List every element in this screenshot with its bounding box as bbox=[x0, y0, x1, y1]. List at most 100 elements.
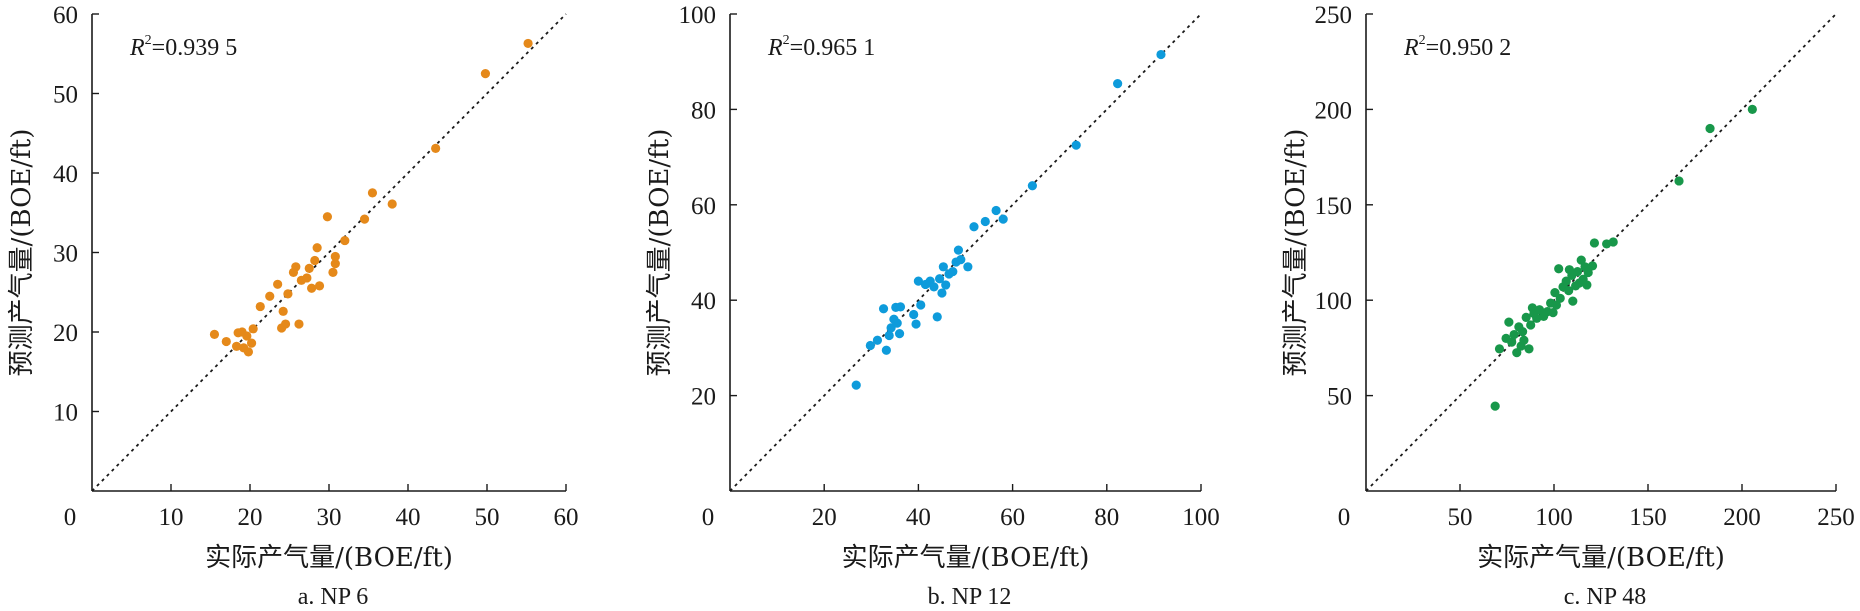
data-point bbox=[307, 283, 317, 293]
data-point bbox=[1572, 266, 1583, 277]
data-point bbox=[328, 267, 338, 277]
x-tick-label: 40 bbox=[906, 504, 931, 531]
data-point bbox=[1564, 286, 1574, 296]
data-point bbox=[948, 266, 958, 277]
y-tick-label: 80 bbox=[691, 97, 716, 124]
data-point bbox=[221, 336, 231, 347]
x-axis-title: 实际产气量/(BOE/ft) bbox=[1477, 543, 1725, 573]
data-point bbox=[1576, 255, 1586, 265]
y-tick-label: 200 bbox=[1315, 97, 1353, 124]
origin-label: 0 bbox=[64, 504, 77, 531]
reference-line-y-equals-x bbox=[91, 13, 567, 492]
data-point bbox=[1532, 313, 1542, 323]
data-point bbox=[1507, 337, 1517, 347]
data-point bbox=[294, 319, 304, 329]
data-point bbox=[1519, 335, 1529, 345]
origin-label: 0 bbox=[1338, 504, 1351, 531]
data-point bbox=[367, 188, 378, 198]
y-tick-label: 100 bbox=[679, 2, 717, 29]
data-point bbox=[246, 338, 257, 348]
data-point bbox=[980, 216, 990, 227]
r-squared-superscript: 2 bbox=[145, 33, 152, 48]
r-squared-label: R2=0.950 2 bbox=[1403, 33, 1511, 61]
chart-caption: c. NP 48 bbox=[1564, 584, 1646, 610]
data-point bbox=[1526, 320, 1536, 330]
data-point bbox=[956, 255, 966, 265]
r-squared-value: =0.965 1 bbox=[790, 35, 876, 61]
data-point bbox=[1705, 123, 1715, 134]
data-point bbox=[1534, 305, 1545, 315]
x-axis-title: 实际产气量/(BOE/ft) bbox=[205, 543, 453, 573]
y-tick-label: 30 bbox=[53, 241, 78, 268]
x-tick-label: 60 bbox=[554, 504, 579, 531]
y-tick-label: 20 bbox=[691, 384, 716, 411]
data-point bbox=[894, 328, 905, 339]
r-squared-symbol: R bbox=[767, 35, 783, 61]
data-point bbox=[892, 318, 902, 328]
reference-line-y-equals-x bbox=[729, 13, 1202, 492]
x-tick-label: 50 bbox=[475, 504, 500, 531]
data-point bbox=[480, 69, 491, 79]
chart-caption: a. NP 6 bbox=[298, 584, 368, 610]
data-point bbox=[1747, 104, 1757, 114]
data-point bbox=[937, 288, 947, 298]
data-point bbox=[1551, 300, 1562, 310]
data-point bbox=[1548, 308, 1558, 318]
data-point bbox=[1490, 401, 1500, 411]
data-point bbox=[881, 345, 891, 355]
data-point bbox=[523, 38, 533, 49]
data-point bbox=[265, 291, 275, 301]
data-point bbox=[1568, 296, 1578, 306]
data-point bbox=[1524, 344, 1534, 354]
r-squared-value: =0.950 2 bbox=[1426, 35, 1512, 61]
data-point bbox=[878, 304, 889, 314]
data-point bbox=[991, 205, 1001, 216]
data-point bbox=[865, 340, 875, 351]
data-point bbox=[1608, 237, 1618, 247]
data-point bbox=[913, 276, 924, 286]
data-point bbox=[291, 262, 301, 272]
y-tick-label: 250 bbox=[1315, 2, 1353, 29]
x-tick-label: 50 bbox=[1448, 504, 1473, 531]
data-point bbox=[929, 282, 939, 292]
data-point bbox=[1156, 49, 1166, 60]
data-point bbox=[963, 262, 973, 272]
data-point bbox=[1494, 344, 1505, 354]
y-tick-label: 60 bbox=[691, 193, 716, 220]
data-point bbox=[1504, 317, 1514, 327]
chart-caption: b. NP 12 bbox=[928, 584, 1012, 610]
data-point bbox=[312, 243, 322, 253]
r-squared-value: =0.939 5 bbox=[152, 35, 238, 61]
y-tick-label: 40 bbox=[691, 288, 716, 315]
x-axis-title: 实际产气量/(BOE/ft) bbox=[842, 543, 1090, 573]
x-tick-label: 200 bbox=[1723, 504, 1761, 531]
x-tick-label: 250 bbox=[1817, 504, 1855, 531]
data-point bbox=[884, 330, 894, 341]
y-tick-label: 50 bbox=[53, 82, 78, 109]
data-point bbox=[1027, 181, 1037, 191]
r-squared-superscript: 2 bbox=[1419, 33, 1426, 48]
data-point bbox=[1554, 264, 1564, 274]
data-point bbox=[209, 329, 220, 339]
chart-panel-3: 0 50 100 150 200 250 50 100 150 200 250 R2=0.950 2 实… bbox=[1281, 2, 1855, 610]
data-point bbox=[1113, 79, 1123, 89]
data-point bbox=[314, 281, 325, 291]
x-tick-label: 150 bbox=[1629, 504, 1667, 531]
data-point bbox=[872, 335, 883, 345]
reference-line-y-equals-x bbox=[1365, 13, 1837, 492]
y-tick-label: 40 bbox=[53, 161, 78, 188]
data-point bbox=[340, 235, 350, 246]
data-point bbox=[243, 347, 254, 357]
data-point bbox=[387, 199, 397, 209]
data-point bbox=[302, 273, 312, 283]
data-point bbox=[280, 319, 291, 329]
data-point bbox=[941, 280, 951, 290]
data-point bbox=[1521, 312, 1531, 322]
chart-panel-1: 0 10 20 30 40 50 60 10 20 30 40 50 60 R2=0.939 5 实际产气量… bbox=[7, 2, 579, 610]
chart-panel-2: 0 20 40 60 80 100 20 40 60 80 100 R2=0.965 1 实际产气量/(… bbox=[645, 2, 1220, 610]
data-point bbox=[1071, 140, 1081, 150]
data-point bbox=[911, 319, 921, 329]
data-point bbox=[909, 309, 919, 320]
x-tick-label: 100 bbox=[1535, 504, 1573, 531]
x-tick-label: 20 bbox=[238, 504, 263, 531]
